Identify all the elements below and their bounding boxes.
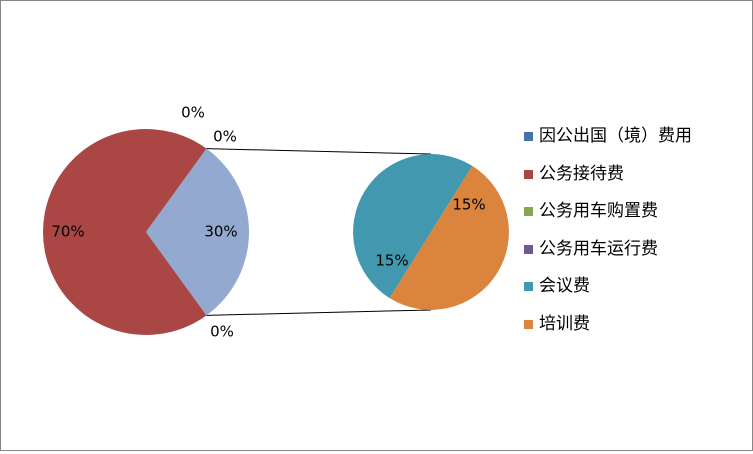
secondary-data-label-0: 15% [375,252,408,270]
legend-swatch [524,207,533,217]
zero-data-label-0: 0% [181,104,205,122]
main-slice-1 [146,148,249,316]
main-data-label-0: 70% [51,223,84,241]
legend-item: 会议费 [524,268,692,306]
secondary-data-label-1: 15% [452,196,485,214]
secondary-slice-0 [353,154,473,299]
zero-data-label-2: 0% [210,323,234,341]
legend-label: 公务用车购置费 [539,201,658,222]
legend-label: 会议费 [539,276,590,297]
connector-line-bottom [206,309,432,316]
legend-swatch [524,132,533,142]
legend-item: 公务接待费 [524,156,692,194]
connector-line-top [206,148,432,155]
main-pie [42,129,249,335]
legend-label: 培训费 [539,313,590,334]
zero-data-label-1: 0% [213,128,237,146]
legend-swatch [524,319,533,329]
secondary-slice-1 [389,165,509,310]
legend-item: 公务用车购置费 [524,193,692,231]
legend-item: 因公出国（境）费用 [524,118,692,156]
legend-item: 培训费 [524,306,692,344]
legend-label: 公务接待费 [539,163,624,184]
main-data-label-1: 30% [204,223,237,241]
legend-item: 公务用车运行费 [524,231,692,269]
legend-swatch [524,244,533,254]
main-slice-0 [42,129,207,335]
data-labels: 70% 30% 0% 0% 0% 15% 15% [51,104,485,341]
legend-swatch [524,169,533,179]
legend: 因公出国（境）费用 公务接待费公务用车购置费 公务用车运行费 会议费培训费 [524,118,692,343]
secondary-pie [353,154,509,310]
legend-label: 因公出国（境）费用 [539,126,692,147]
legend-swatch [524,282,533,292]
legend-label: 公务用车运行费 [539,238,658,259]
connector-lines [206,148,432,316]
